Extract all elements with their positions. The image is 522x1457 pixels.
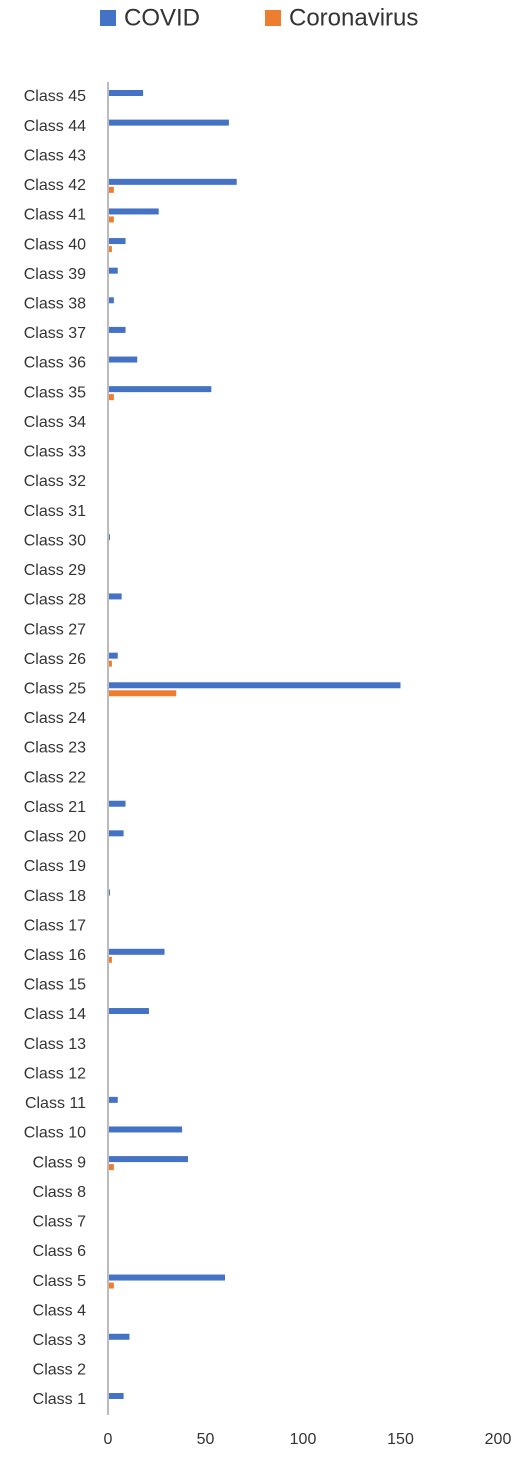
y-tick-label: Class 6 — [33, 1243, 86, 1260]
y-tick-label: Class 41 — [24, 207, 86, 224]
y-tick-label: Class 26 — [24, 651, 86, 668]
y-tick-label: Class 25 — [24, 680, 86, 697]
y-tick-label: Class 22 — [24, 769, 86, 786]
y-tick-label: Class 36 — [24, 355, 86, 372]
bar — [108, 238, 126, 245]
y-tick-label: Class 18 — [24, 888, 86, 905]
y-tick-label: Class 39 — [24, 266, 86, 283]
bar — [108, 1096, 118, 1103]
bar — [108, 948, 165, 955]
y-tick-label: Class 35 — [24, 384, 86, 401]
bar — [108, 119, 229, 126]
bar — [108, 386, 212, 393]
y-tick-label: Class 38 — [24, 296, 86, 313]
y-tick-label: Class 16 — [24, 947, 86, 964]
bar — [108, 690, 177, 697]
bar — [108, 90, 144, 96]
x-tick-label: 50 — [197, 1431, 215, 1448]
y-tick-label: Class 34 — [24, 414, 86, 431]
y-tick-label: Class 43 — [24, 147, 86, 164]
legend-label: COVID — [124, 4, 200, 31]
bar — [108, 1282, 114, 1289]
y-tick-label: Class 27 — [24, 621, 86, 638]
y-tick-label: Class 31 — [24, 503, 86, 520]
bar — [108, 593, 122, 600]
bar — [108, 1008, 149, 1015]
bar — [108, 1126, 183, 1133]
bar — [108, 1333, 130, 1340]
y-tick-label: Class 13 — [24, 1036, 86, 1053]
y-tick-label: Class 12 — [24, 1065, 86, 1082]
bar — [108, 267, 118, 274]
x-tick-label: 200 — [485, 1431, 512, 1448]
legend-swatch — [100, 10, 116, 26]
y-tick-label: Class 5 — [33, 1273, 86, 1290]
bar — [108, 682, 401, 689]
bar — [108, 297, 114, 304]
y-tick-label: Class 32 — [24, 473, 86, 490]
y-tick-label: Class 7 — [33, 1214, 86, 1231]
bar — [108, 956, 112, 963]
y-tick-label: Class 10 — [24, 1125, 86, 1142]
y-tick-label: Class 28 — [24, 592, 86, 609]
legend-swatch — [265, 10, 281, 26]
y-tick-label: Class 3 — [33, 1332, 86, 1349]
y-tick-label: Class 14 — [24, 1006, 86, 1023]
y-tick-label: Class 40 — [24, 236, 86, 253]
bar — [108, 830, 124, 837]
bar — [108, 660, 112, 667]
y-tick-label: Class 4 — [33, 1302, 86, 1319]
y-tick-label: Class 17 — [24, 917, 86, 934]
y-tick-label: Class 23 — [24, 740, 86, 757]
y-tick-label: Class 1 — [33, 1391, 86, 1408]
legend-label: Coronavirus — [289, 4, 418, 31]
y-tick-label: Class 29 — [24, 562, 86, 579]
bar — [108, 356, 138, 363]
bar — [108, 1274, 225, 1281]
y-tick-label: Class 33 — [24, 444, 86, 461]
bar — [108, 216, 114, 223]
x-tick-label: 0 — [104, 1431, 113, 1448]
y-tick-label: Class 2 — [33, 1362, 86, 1379]
x-tick-label: 150 — [387, 1431, 414, 1448]
y-tick-label: Class 42 — [24, 177, 86, 194]
bar — [108, 326, 126, 333]
y-tick-label: Class 9 — [33, 1154, 86, 1171]
bar — [108, 394, 114, 401]
bar — [108, 1393, 124, 1399]
y-tick-label: Class 24 — [24, 710, 86, 727]
y-tick-label: Class 20 — [24, 829, 86, 846]
y-tick-label: Class 11 — [25, 1095, 86, 1112]
bar — [108, 178, 237, 185]
y-tick-label: Class 30 — [24, 532, 86, 549]
bar — [108, 246, 112, 253]
bar — [108, 1156, 188, 1163]
bar — [108, 208, 159, 215]
y-tick-label: Class 37 — [24, 325, 86, 342]
y-tick-label: Class 15 — [24, 977, 86, 994]
y-tick-label: Class 19 — [24, 858, 86, 875]
bar — [108, 186, 114, 193]
x-tick-label: 100 — [290, 1431, 317, 1448]
bar — [108, 1164, 114, 1171]
bar — [108, 652, 118, 659]
y-tick-label: Class 8 — [33, 1184, 86, 1201]
bar — [108, 800, 126, 807]
y-tick-label: Class 45 — [24, 88, 86, 105]
legend: COVID Coronavirus — [100, 4, 418, 31]
y-tick-label: Class 21 — [24, 799, 86, 816]
y-tick-label: Class 44 — [24, 118, 86, 135]
